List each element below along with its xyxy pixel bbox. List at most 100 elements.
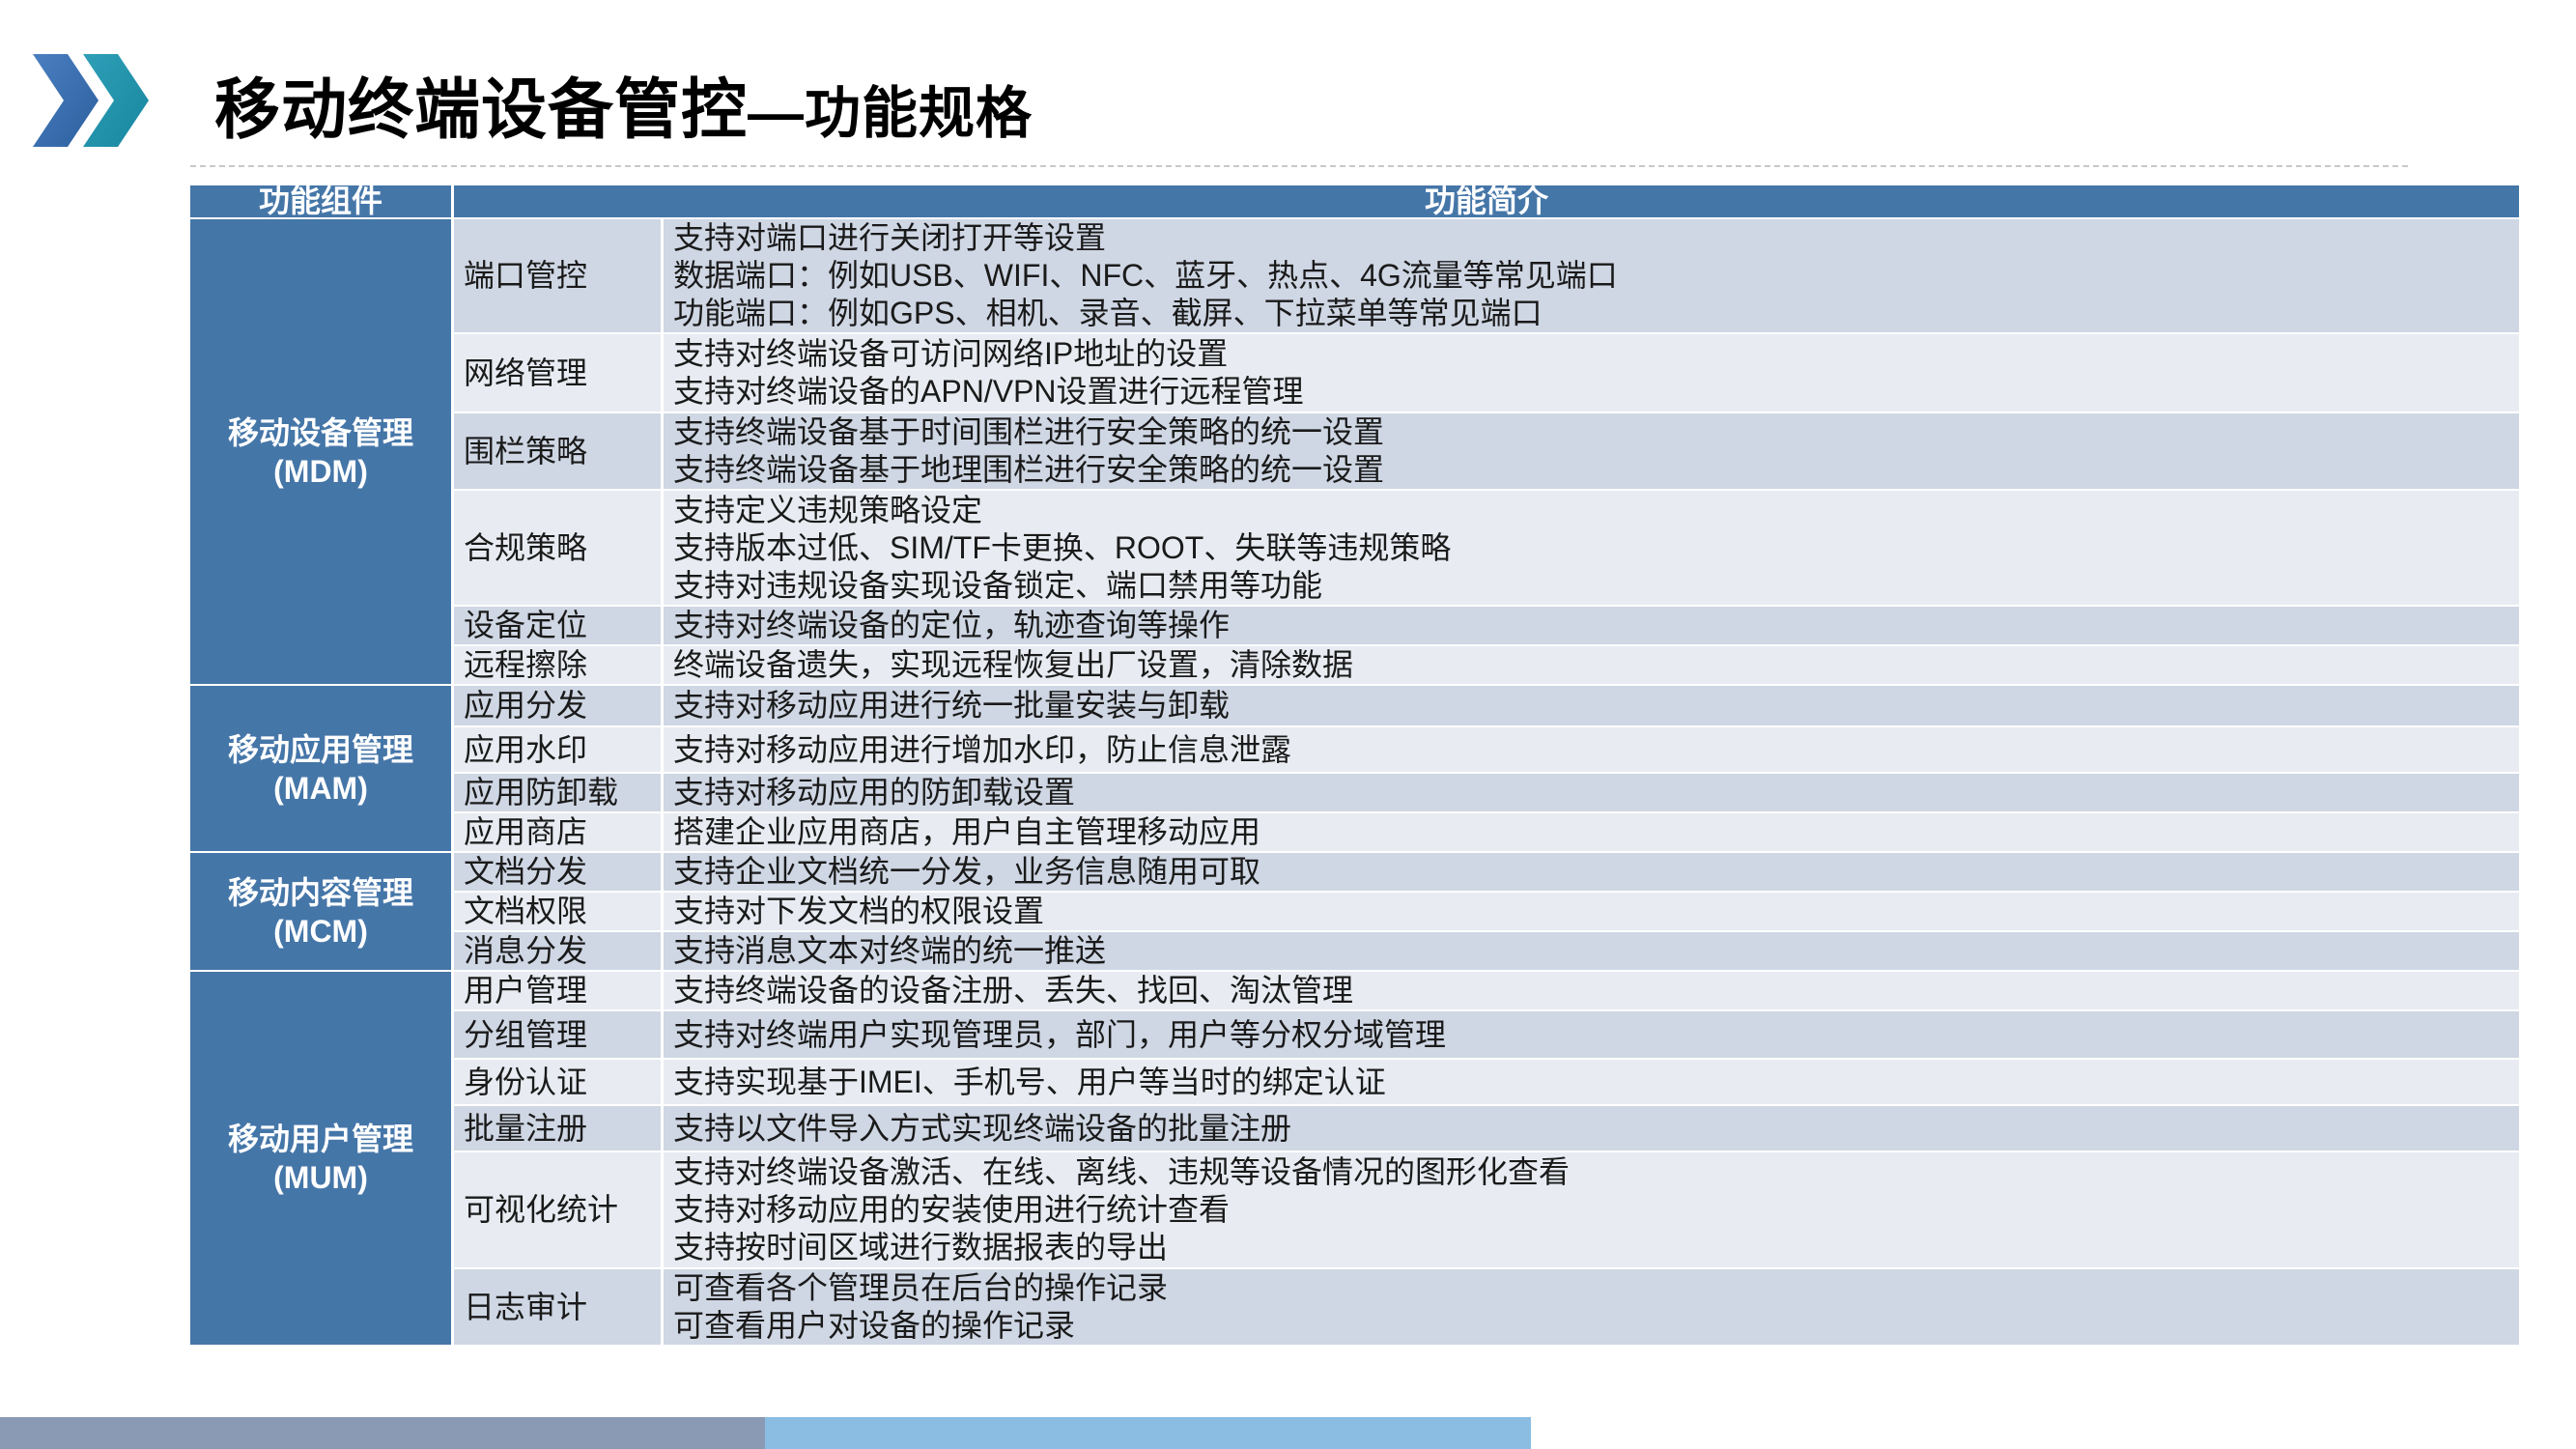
group-name: 移动用户管理 (227, 1122, 413, 1156)
footer-bar-right (765, 1417, 1531, 1449)
description-line: 支持对终端设备的APN/VPN设置进行远程管理 (673, 374, 1304, 409)
page-title: 移动终端设备管控—功能规格 (214, 56, 1033, 152)
feature-cell: 端口管控 (454, 219, 661, 332)
feature-cell: 应用水印 (454, 727, 661, 772)
description-line: 搭建企业应用商店，用户自主管理移动应用 (673, 814, 1261, 849)
feature-cell: 用户管理 (454, 972, 661, 1009)
description-cell: 支持对端口进行关闭打开等设置 数据端口：例如USB、WIFI、NFC、蓝牙、热点、… (664, 219, 2519, 332)
description-line: 支持终端设备基于地理围栏进行安全策略的统一设置 (673, 452, 1385, 487)
description-line: 支持版本过低、SIM/TF卡更换、ROOT、失联等违规策略 (673, 529, 1452, 565)
description-line: 支持终端设备的设备注册、丢失、找回、淘汰管理 (673, 973, 1354, 1008)
feature-cell: 围栏策略 (454, 413, 661, 489)
description-cell: 支持终端设备的设备注册、丢失、找回、淘汰管理 (664, 972, 2519, 1009)
description-cell: 支持实现基于IMEI、手机号、用户等当时的绑定认证 (664, 1060, 2519, 1104)
description-line: 支持按时间区域进行数据报表的导出 (673, 1230, 1169, 1264)
description-line: 支持对终端设备可访问网络IP地址的设置 (673, 336, 1229, 371)
group-name: 移动内容管理 (227, 874, 413, 910)
description-line: 支持以文件导入方式实现终端设备的批量注册 (673, 1110, 1292, 1146)
group-name: 移动设备管理 (227, 414, 413, 450)
description-cell: 支持对终端设备的定位，轨迹查询等操作 (664, 607, 2519, 644)
group-cell: 移动设备管理 (MDM) (190, 219, 451, 684)
title-sub: —功能规格 (748, 82, 1033, 145)
feature-cell: 远程擦除 (454, 646, 661, 684)
table-row: 消息分发 支持消息文本对终端的统一推送 (190, 932, 2519, 970)
description-line: 支持对终端设备激活、在线、离线、违规等设备情况的图形化查看 (673, 1154, 1571, 1189)
table-row: 合规策略 支持定义违规策略设定 支持版本过低、SIM/TF卡更换、ROOT、失联等违… (190, 491, 2519, 605)
description-cell: 可查看各个管理员在后台的操作记录 可查看用户对设备的操作记录 (664, 1269, 2519, 1345)
description-line: 支持对移动应用的防卸载设置 (673, 775, 1076, 810)
table-row: 批量注册 支持以文件导入方式实现终端设备的批量注册 (190, 1106, 2519, 1151)
group-cell: 移动应用管理 (MAM) (190, 686, 451, 851)
table-row: 可视化统计 支持对终端设备激活、在线、离线、违规等设备情况的图形化查看 支持对移动应… (190, 1152, 2519, 1267)
description-cell: 支持对移动应用的防卸载设置 (664, 774, 2519, 811)
feature-cell: 身份认证 (454, 1060, 661, 1104)
group-name: 移动应用管理 (227, 731, 413, 767)
description-line: 支持对下发文档的权限设置 (673, 894, 1045, 928)
feature-cell: 设备定位 (454, 607, 661, 644)
table-row: 文档权限 支持对下发文档的权限设置 (190, 893, 2519, 930)
feature-cell: 日志审计 (454, 1269, 661, 1345)
description-line: 支持对移动应用进行增加水印，防止信息泄露 (673, 731, 1292, 767)
feature-cell: 分组管理 (454, 1011, 661, 1058)
description-cell: 支持对终端设备激活、在线、离线、违规等设备情况的图形化查看 支持对移动应用的安装使… (664, 1152, 2519, 1267)
footer-bar-left (0, 1417, 765, 1449)
table-row: 移动设备管理 (MDM) 端口管控 支持对端口进行关闭打开等设置 数据端口：例如USB、… (190, 219, 2519, 684)
description-cell: 支持对终端用户实现管理员，部门，用户等分权分域管理 (664, 1011, 2519, 1058)
group-abbr: (MCM) (273, 913, 368, 949)
description-cell: 支持定义违规策略设定 支持版本过低、SIM/TF卡更换、ROOT、失联等违规策略支… (664, 491, 2519, 605)
description-cell: 搭建企业应用商店，用户自主管理移动应用 (664, 813, 2519, 851)
table-row: 移动内容管理 (MCM) 文档分发 支持企业文档统一分发，业务信息随用可取 (190, 853, 2519, 970)
description-line: 支持对移动应用进行统一批量安装与卸载 (673, 688, 1231, 723)
feature-cell: 文档权限 (454, 893, 661, 930)
description-cell: 支持对移动应用进行统一批量安装与卸载 (664, 686, 2519, 725)
feature-cell: 消息分发 (454, 932, 661, 970)
description-line: 支持对终端设备的定位，轨迹查询等操作 (673, 608, 1231, 642)
feature-cell: 文档分发 (454, 853, 661, 891)
group-abbr: (MUM) (273, 1160, 368, 1195)
table-row: 应用水印 支持对移动应用进行增加水印，防止信息泄露 (190, 727, 2519, 772)
description-line: 支持消息文本对终端的统一推送 (673, 933, 1107, 968)
description-line: 终端设备遗失，实现远程恢复出厂设置，清除数据 (673, 647, 1354, 682)
description-cell: 支持以文件导入方式实现终端设备的批量注册 (664, 1106, 2519, 1151)
table-row: 远程擦除 终端设备遗失，实现远程恢复出厂设置，清除数据 (190, 646, 2519, 684)
group-cell: 移动内容管理 (MCM) (190, 853, 451, 970)
table-header-row: 功能组件 功能简介 (190, 185, 2519, 217)
description-line: 功能端口：例如GPS、相机、录音、截屏、下拉菜单等常见端口 (673, 296, 1543, 330)
description-cell: 支持消息文本对终端的统一推送 (664, 932, 2519, 970)
description-line: 支持终端设备基于时间围栏进行安全策略的统一设置 (673, 414, 1385, 449)
description-line: 可查看用户对设备的操作记录 (673, 1308, 1076, 1343)
table-row: 设备定位 支持对终端设备的定位，轨迹查询等操作 (190, 607, 2519, 644)
description-line: 可查看各个管理员在后台的操作记录 (673, 1270, 1169, 1305)
description-cell: 支持企业文档统一分发，业务信息随用可取 (664, 853, 2519, 891)
description-line: 支持实现基于IMEI、手机号、用户等当时的绑定认证 (673, 1064, 1386, 1099)
title-main: 移动终端设备管控 (214, 73, 749, 147)
feature-cell: 应用防卸载 (454, 774, 661, 811)
feature-cell: 批量注册 (454, 1106, 661, 1151)
spec-table: 功能组件 功能简介 移动设备管理 (MDM) 端口管控 支持对端口进行关闭打开等设置数… (187, 184, 2522, 1347)
group-cell: 移动用户管理 (MUM) (190, 972, 451, 1345)
description-line: 支持企业文档统一分发，业务信息随用可取 (673, 854, 1261, 889)
group-abbr: (MDM) (273, 453, 368, 489)
double-chevron-logo-icon (33, 54, 149, 147)
table-row: 移动用户管理 (MUM) 用户管理 支持终端设备的设备注册、丢失、找回、淘汰管理 (190, 972, 2519, 1345)
description-cell: 支持对移动应用进行增加水印，防止信息泄露 (664, 727, 2519, 772)
title-divider (190, 165, 2408, 167)
feature-cell: 应用分发 (454, 686, 661, 725)
table-row: 分组管理 支持对终端用户实现管理员，部门，用户等分权分域管理 (190, 1011, 2519, 1058)
table-row: 日志审计 可查看各个管理员在后台的操作记录 可查看用户对设备的操作记录 (190, 1269, 2519, 1345)
table-row: 应用防卸载 支持对移动应用的防卸载设置 (190, 774, 2519, 811)
table-row: 移动应用管理 (MAM) 应用分发 支持对移动应用进行统一批量安装与卸载 (190, 686, 2519, 851)
description-line: 支持对移动应用的安装使用进行统计查看 (673, 1192, 1231, 1227)
description-cell: 支持对下发文档的权限设置 (664, 893, 2519, 930)
table-row: 身份认证 支持实现基于IMEI、手机号、用户等当时的绑定认证 (190, 1060, 2519, 1104)
table-row: 围栏策略 支持终端设备基于时间围栏进行安全策略的统一设置 支持终端设备基于地理围栏进… (190, 413, 2519, 489)
description-line: 支持定义违规策略设定 (673, 492, 983, 527)
header-description: 功能简介 (454, 185, 2519, 217)
description-cell: 终端设备遗失，实现远程恢复出厂设置，清除数据 (664, 646, 2519, 684)
description-line: 支持对终端用户实现管理员，部门，用户等分权分域管理 (673, 1016, 1447, 1052)
table-row: 网络管理 支持对终端设备可访问网络IP地址的设置 支持对终端设备的APN/VPN设置… (190, 334, 2519, 412)
header-component: 功能组件 (190, 185, 451, 217)
feature-cell: 可视化统计 (454, 1152, 661, 1267)
description-line: 数据端口：例如USB、WIFI、NFC、蓝牙、热点、4G流量等常见端口 (673, 258, 1618, 293)
description-cell: 支持对终端设备可访问网络IP地址的设置 支持对终端设备的APN/VPN设置进行远程… (664, 334, 2519, 412)
